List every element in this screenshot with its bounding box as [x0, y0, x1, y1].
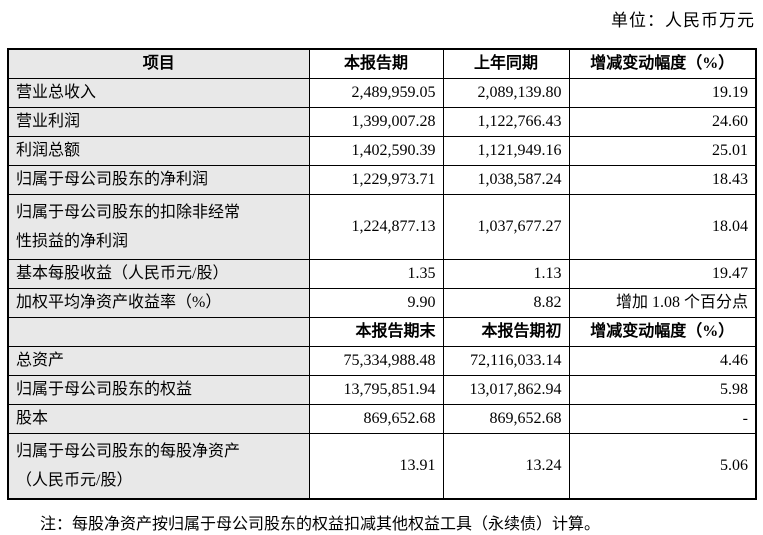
change-value: 4.46	[568, 346, 757, 376]
change-value: 24.60	[568, 107, 757, 137]
table-row-operating-profit: 营业利润 1,399,007.28 1,122,766.43 24.60	[7, 107, 757, 137]
unit-label: 单位：人民币万元	[611, 11, 755, 30]
table-row-share-capital: 股本 869,652.68 869,652.68 -	[7, 404, 757, 434]
table-row-total-profit: 利润总额 1,402,590.39 1,121,949.16 25.01	[7, 136, 757, 166]
col-header-change-percent: 增减变动幅度（%）	[568, 317, 757, 347]
col-header-period-end: 本报告期末	[308, 317, 444, 347]
table-row-net-profit-attributable: 归属于母公司股东的净利润 1,229,973.71 1,038,587.24 1…	[7, 165, 757, 195]
footnote: 注：每股净资产按归属于母公司股东的权益扣减其他权益工具（永续债）计算。	[40, 516, 601, 533]
row-label: 股本	[7, 404, 310, 434]
table-row-total-revenue: 营业总收入 2,489,959.05 2,089,139.80 19.19	[7, 78, 757, 108]
current-period-value: 1,224,877.13	[308, 194, 444, 260]
col-header-current-period: 本报告期	[308, 48, 444, 79]
current-period-value: 2,489,959.05	[308, 78, 444, 108]
col-header-change-percent: 增减变动幅度（%）	[568, 48, 757, 79]
change-value: 5.06	[568, 433, 757, 500]
prior-period-value: 1,121,949.16	[442, 136, 570, 166]
row-label: 归属于母公司股东的扣除非经常 性损益的净利润	[7, 194, 310, 260]
row-label: 基本每股收益（人民币元/股）	[7, 259, 310, 289]
row-label: 利润总额	[7, 136, 310, 166]
prior-period-value: 1,038,587.24	[442, 165, 570, 195]
change-value: 5.98	[568, 375, 757, 405]
change-value: 25.01	[568, 136, 757, 166]
change-value: 19.19	[568, 78, 757, 108]
period-begin-value: 72,116,033.14	[442, 346, 570, 376]
change-value: -	[568, 404, 757, 434]
table-row-total-assets: 总资产 75,334,988.48 72,116,033.14 4.46	[7, 346, 757, 376]
prior-period-value: 1,122,766.43	[442, 107, 570, 137]
change-value: 增加 1.08 个百分点	[568, 288, 757, 318]
row-label: 归属于母公司股东的权益	[7, 375, 310, 405]
change-value: 18.43	[568, 165, 757, 195]
current-period-value: 1,402,590.39	[308, 136, 444, 166]
row-label: 总资产	[7, 346, 310, 376]
table-row-equity-attributable: 归属于母公司股东的权益 13,795,851.94 13,017,862.94 …	[7, 375, 757, 405]
financial-summary-table: 项目 本报告期 上年同期 增减变动幅度（%） 营业总收入 2,489,959.0…	[7, 48, 757, 500]
period-end-value: 13.91	[308, 433, 444, 500]
table-header-row-period-end: 本报告期末 本报告期初 增减变动幅度（%）	[7, 317, 757, 347]
table-row-weighted-avg-roe: 加权平均净资产收益率（%） 9.90 8.82 增加 1.08 个百分点	[7, 288, 757, 318]
row-label: 归属于母公司股东的每股净资产 （人民币元/股）	[7, 433, 310, 500]
row-label: 营业利润	[7, 107, 310, 137]
current-period-value: 1.35	[308, 259, 444, 289]
change-value: 19.47	[568, 259, 757, 289]
current-period-value: 1,399,007.28	[308, 107, 444, 137]
table-row-net-assets-per-share: 归属于母公司股东的每股净资产 （人民币元/股） 13.91 13.24 5.06	[7, 433, 757, 500]
table-row-basic-eps: 基本每股收益（人民币元/股） 1.35 1.13 19.47	[7, 259, 757, 289]
col-header-period-begin: 本报告期初	[442, 317, 570, 347]
col-header-prior-period: 上年同期	[442, 48, 570, 79]
period-end-value: 869,652.68	[308, 404, 444, 434]
period-begin-value: 13.24	[442, 433, 570, 500]
period-begin-value: 13,017,862.94	[442, 375, 570, 405]
prior-period-value: 1,037,677.27	[442, 194, 570, 260]
prior-period-value: 8.82	[442, 288, 570, 318]
prior-period-value: 2,089,139.80	[442, 78, 570, 108]
row-label: 加权平均净资产收益率（%）	[7, 288, 310, 318]
period-begin-value: 869,652.68	[442, 404, 570, 434]
col-header-empty	[7, 317, 310, 347]
period-end-value: 13,795,851.94	[308, 375, 444, 405]
col-header-item: 项目	[7, 48, 310, 79]
row-label: 归属于母公司股东的净利润	[7, 165, 310, 195]
change-value: 18.04	[568, 194, 757, 260]
table-header-row-period: 项目 本报告期 上年同期 增减变动幅度（%）	[7, 48, 757, 79]
prior-period-value: 1.13	[442, 259, 570, 289]
current-period-value: 1,229,973.71	[308, 165, 444, 195]
current-period-value: 9.90	[308, 288, 444, 318]
table-row-net-profit-excl-nonrecurring: 归属于母公司股东的扣除非经常 性损益的净利润 1,224,877.13 1,03…	[7, 194, 757, 260]
row-label: 营业总收入	[7, 78, 310, 108]
period-end-value: 75,334,988.48	[308, 346, 444, 376]
